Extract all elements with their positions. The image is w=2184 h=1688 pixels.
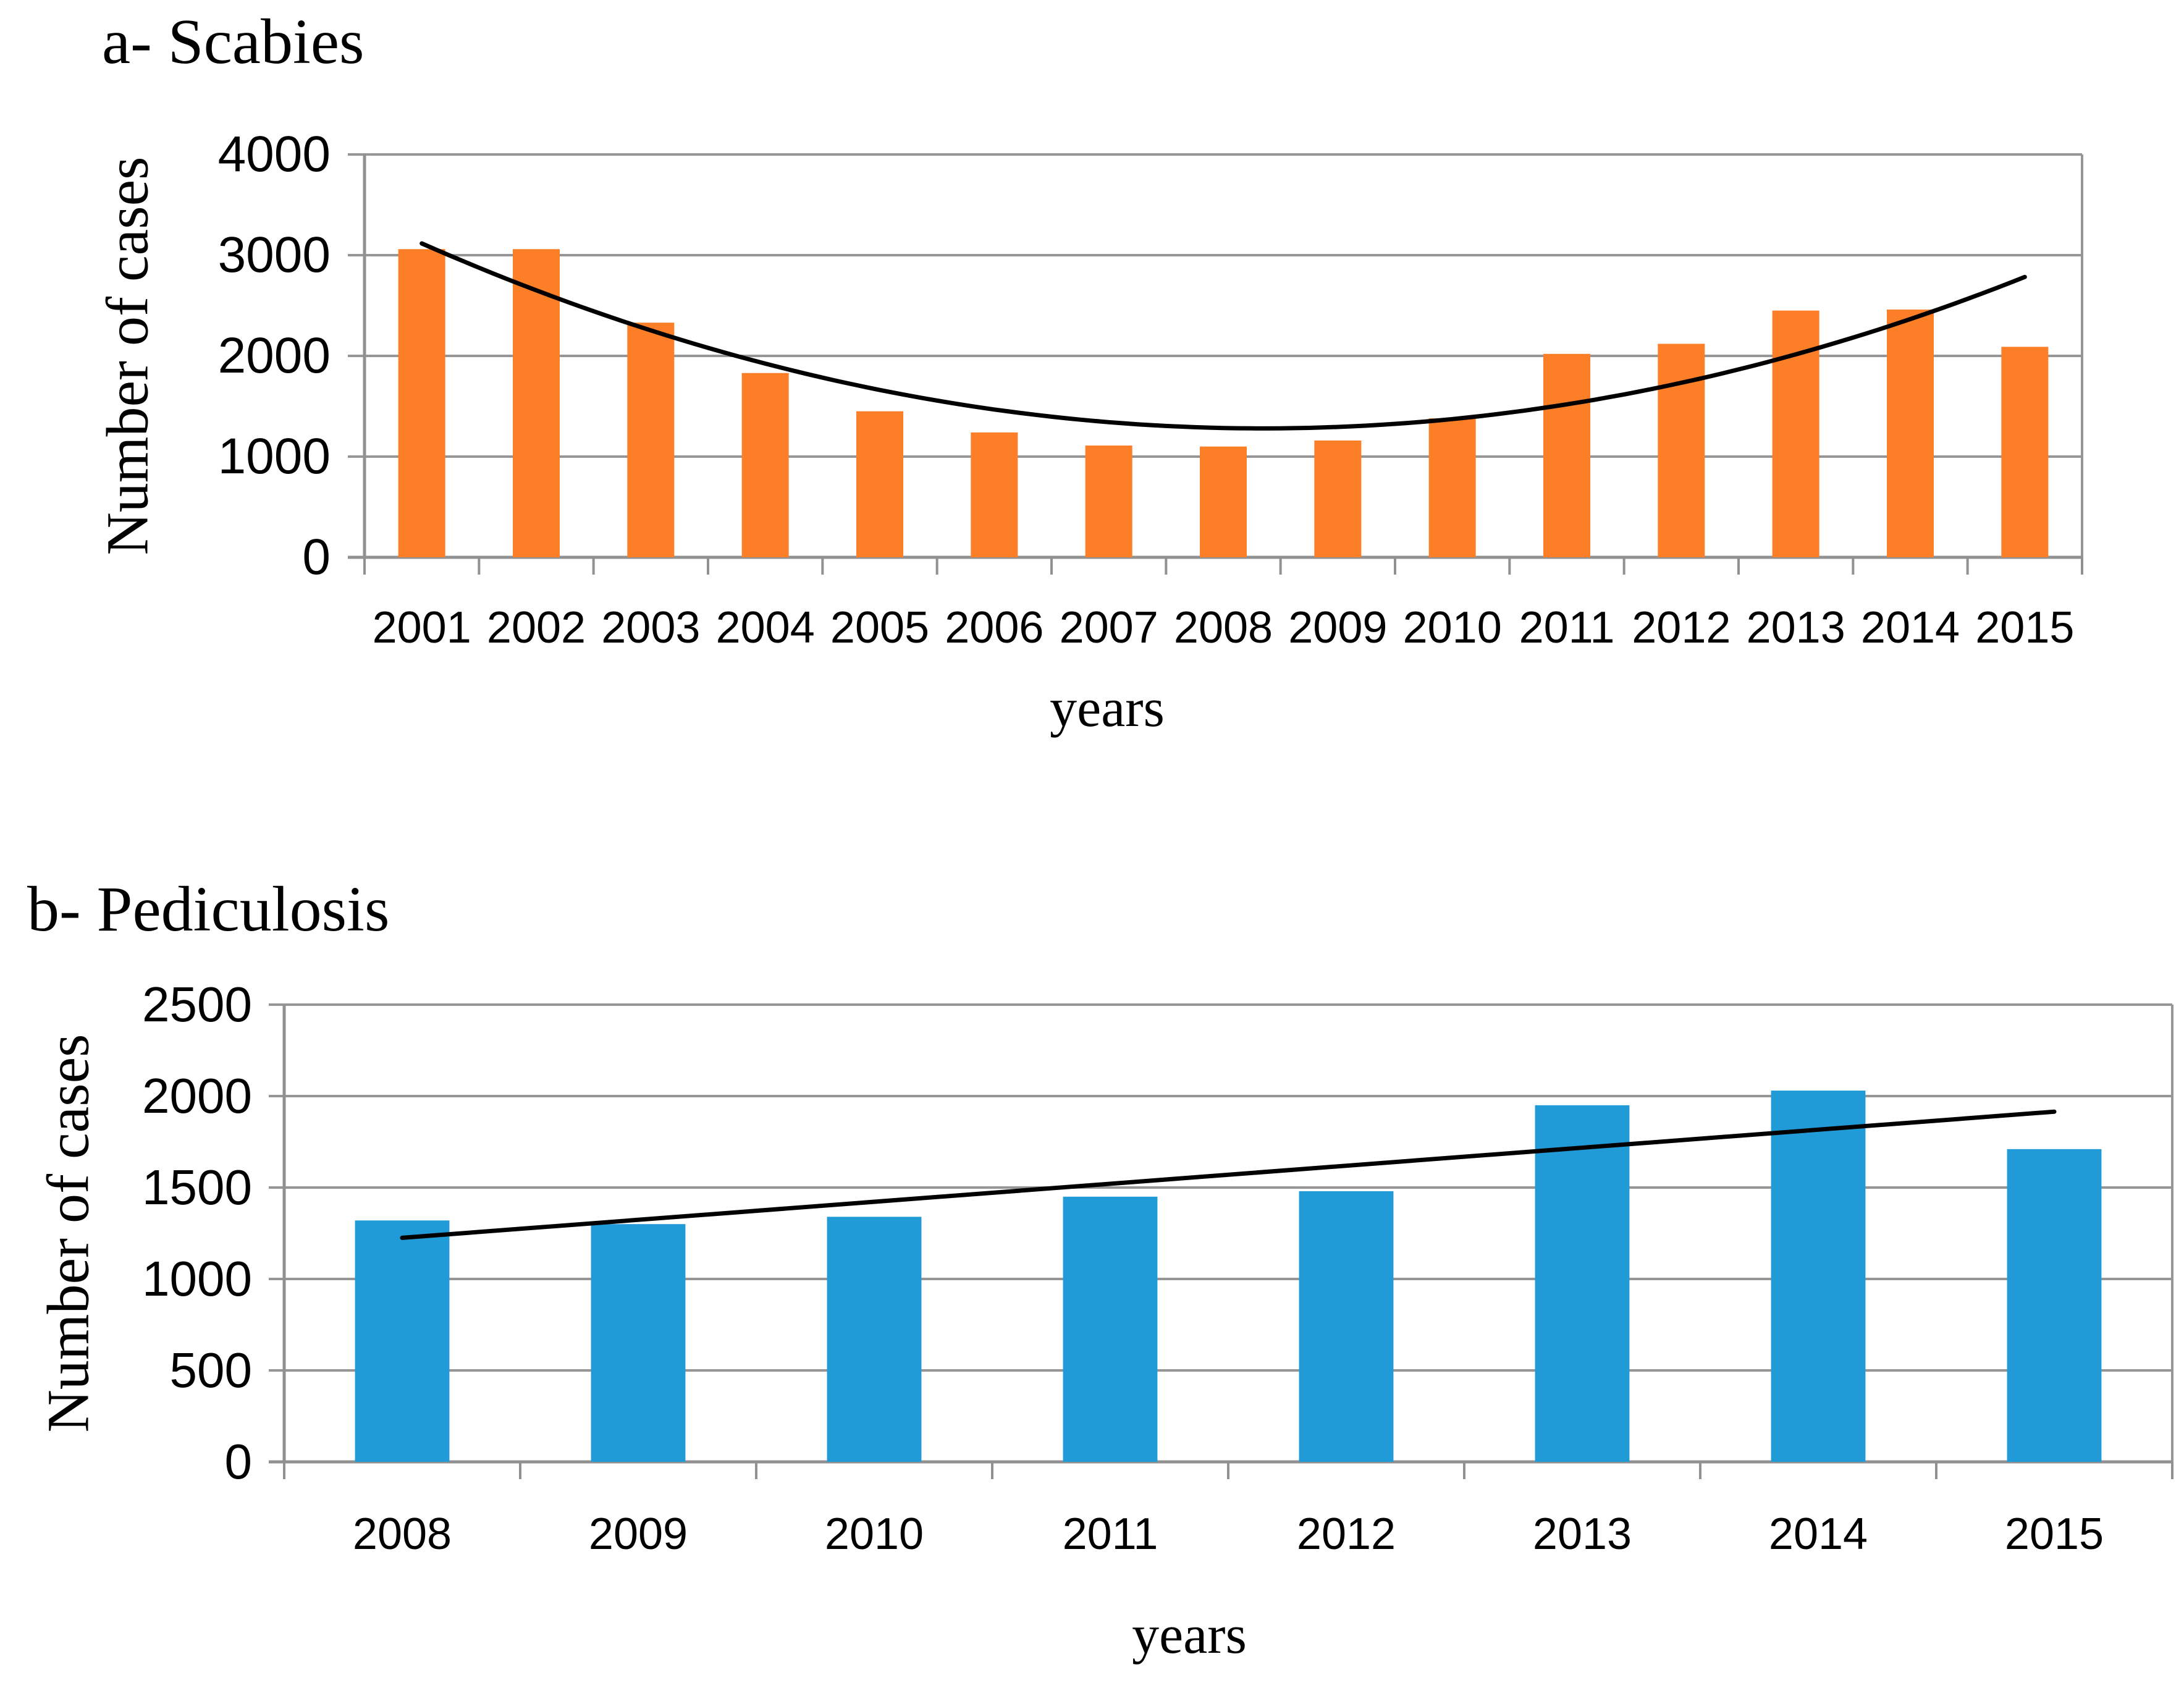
x-tick-label-pediculosis-2010: 2010 xyxy=(824,1509,924,1559)
bar-pediculosis-2013 xyxy=(1535,1105,1630,1462)
y-tick-label-pediculosis-500: 500 xyxy=(169,1343,252,1398)
bar-pediculosis-2015 xyxy=(2007,1149,2102,1462)
x-tick-label-scabies-2003: 2003 xyxy=(601,603,701,652)
bar-scabies-2012 xyxy=(1658,344,1705,557)
x-tick-label-pediculosis-2011: 2011 xyxy=(1062,1509,1158,1559)
bar-pediculosis-2008 xyxy=(355,1220,450,1462)
bar-scabies-2004 xyxy=(741,373,789,557)
y-tick-label-pediculosis-2000: 2000 xyxy=(142,1068,252,1123)
x-tick-label-scabies-2013: 2013 xyxy=(1746,603,1845,652)
bar-scabies-2001 xyxy=(398,249,445,557)
bar-scabies-2007 xyxy=(1085,445,1132,557)
bar-scabies-2008 xyxy=(1200,446,1247,557)
chart-a-x-axis-title: years xyxy=(1050,678,1165,738)
bar-scabies-2005 xyxy=(856,411,903,557)
bar-scabies-2014 xyxy=(1887,310,1934,557)
y-tick-label-scabies-3000: 3000 xyxy=(217,227,331,283)
bar-pediculosis-2014 xyxy=(1771,1091,1866,1462)
y-tick-label-scabies-1000: 1000 xyxy=(217,428,331,484)
chart-a-title: a- Scabies xyxy=(102,6,365,77)
chart-b-y-axis-title: Number of cases xyxy=(35,1034,101,1433)
x-tick-label-scabies-2011: 2011 xyxy=(1519,603,1615,652)
x-tick-label-scabies-2009: 2009 xyxy=(1288,603,1388,652)
x-tick-label-scabies-2007: 2007 xyxy=(1059,603,1158,652)
trendline-pediculosis xyxy=(400,1109,2057,1240)
x-tick-label-pediculosis-2008: 2008 xyxy=(352,1509,452,1559)
x-tick-label-scabies-2014: 2014 xyxy=(1860,603,1960,652)
chart-b-title: b- Pediculosis xyxy=(27,874,390,945)
y-tick-label-pediculosis-0: 0 xyxy=(224,1434,253,1489)
x-tick-label-scabies-2008: 2008 xyxy=(1173,603,1273,652)
x-tick-label-scabies-2001: 2001 xyxy=(372,603,471,652)
x-tick-label-pediculosis-2014: 2014 xyxy=(1768,1509,1868,1559)
x-tick-label-scabies-2010: 2010 xyxy=(1402,603,1502,652)
x-tick-label-pediculosis-2013: 2013 xyxy=(1532,1509,1632,1559)
chart-b-x-axis-title: years xyxy=(1132,1605,1247,1665)
bar-scabies-2015 xyxy=(2001,347,2049,557)
y-tick-label-pediculosis-1500: 1500 xyxy=(142,1160,252,1215)
bar-scabies-2002 xyxy=(513,249,560,557)
bar-scabies-2010 xyxy=(1428,418,1476,557)
y-tick-label-scabies-0: 0 xyxy=(302,529,331,585)
x-tick-label-scabies-2015: 2015 xyxy=(1975,603,2075,652)
bar-pediculosis-2009 xyxy=(591,1224,686,1462)
trendline-scabies xyxy=(420,241,2027,431)
bar-scabies-2011 xyxy=(1543,353,1590,557)
bar-scabies-2006 xyxy=(971,432,1018,557)
bar-scabies-2009 xyxy=(1314,440,1362,557)
bar-scabies-2003 xyxy=(627,323,675,557)
bar-pediculosis-2011 xyxy=(1063,1196,1158,1462)
x-tick-label-scabies-2002: 2002 xyxy=(486,603,586,652)
y-tick-label-scabies-4000: 4000 xyxy=(217,126,331,182)
x-tick-label-pediculosis-2015: 2015 xyxy=(2004,1509,2104,1559)
x-tick-label-pediculosis-2009: 2009 xyxy=(588,1509,688,1559)
x-tick-label-scabies-2012: 2012 xyxy=(1632,603,1731,652)
chart-a-y-axis-title: Number of cases xyxy=(94,156,161,555)
y-tick-label-pediculosis-2500: 2500 xyxy=(142,977,252,1032)
x-tick-label-scabies-2004: 2004 xyxy=(715,603,815,652)
y-tick-label-scabies-2000: 2000 xyxy=(217,327,331,384)
bar-pediculosis-2010 xyxy=(827,1217,922,1462)
x-tick-label-scabies-2006: 2006 xyxy=(945,603,1044,652)
y-tick-label-pediculosis-1000: 1000 xyxy=(142,1251,252,1306)
x-tick-label-scabies-2005: 2005 xyxy=(830,603,930,652)
x-tick-label-pediculosis-2012: 2012 xyxy=(1296,1509,1396,1559)
bar-pediculosis-2012 xyxy=(1299,1191,1394,1462)
